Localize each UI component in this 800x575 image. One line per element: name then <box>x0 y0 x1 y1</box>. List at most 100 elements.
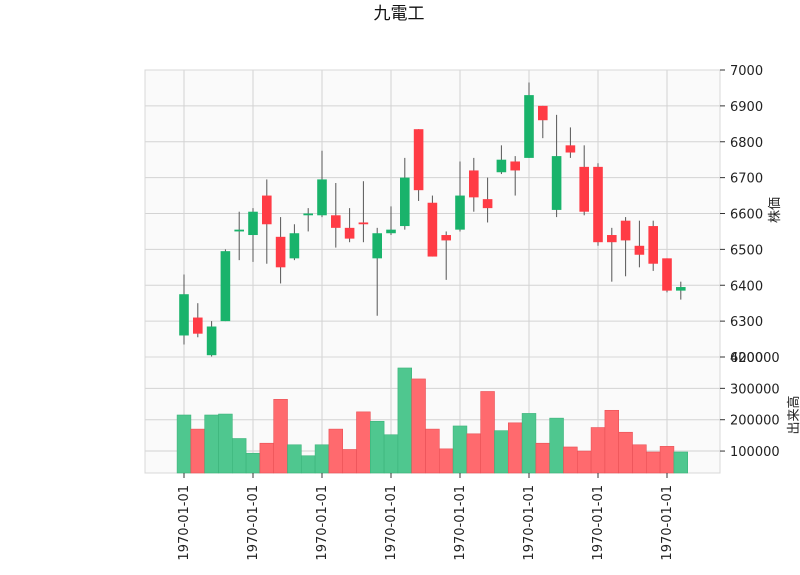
candle-down <box>441 235 451 241</box>
volume-axis: 100000 200000 300000 400000 <box>720 351 780 460</box>
volume-bar <box>645 451 661 474</box>
price-tick-label: 6400 <box>730 279 763 294</box>
volume-bar <box>466 433 481 474</box>
volume-bar <box>425 428 440 474</box>
candle-down <box>510 161 520 171</box>
volume-bar <box>287 444 302 474</box>
volume-bar <box>218 413 233 474</box>
volume-tick-label: 400000 <box>730 351 780 366</box>
candle-up <box>289 233 300 259</box>
candle-up <box>234 229 244 232</box>
candle-down <box>593 166 603 243</box>
price-tick-label: 6200 <box>730 351 763 366</box>
volume-bar <box>494 430 509 474</box>
candle-down <box>579 166 589 212</box>
volume-bar <box>438 448 454 474</box>
volume-bars <box>176 367 689 474</box>
volume-bar <box>259 442 274 474</box>
volume-bar <box>563 446 578 474</box>
candle-down <box>275 236 286 268</box>
x-tick-label: 1970-01-01 <box>246 485 261 561</box>
volume-bar <box>507 422 523 474</box>
candle-down <box>344 227 355 239</box>
candle-up <box>179 294 189 336</box>
volume-bar <box>356 411 371 474</box>
candle-down <box>565 145 576 153</box>
candle-up <box>248 211 258 236</box>
volume-bar <box>383 434 399 474</box>
volume-bar <box>576 450 592 474</box>
price-tick-label: 6900 <box>730 100 763 115</box>
candle-up <box>386 229 396 234</box>
price-axis-label: 株価 <box>768 197 783 223</box>
candle-down <box>331 215 341 228</box>
volume-bar <box>590 427 606 474</box>
candle-up <box>206 326 217 356</box>
volume-bar <box>480 391 495 474</box>
x-tick-label: 1970-01-01 <box>522 485 537 561</box>
chart-title: 九電工 <box>374 4 425 24</box>
volume-bar <box>521 413 537 474</box>
candle-down <box>607 235 617 243</box>
candle-up <box>496 159 507 173</box>
volume-bar <box>369 420 385 474</box>
candle-down <box>358 222 369 225</box>
volume-bar <box>397 367 412 474</box>
price-tick-label: 6800 <box>730 136 763 151</box>
price-tick-label: 6700 <box>730 172 763 187</box>
candle-up <box>455 195 465 230</box>
candle-up <box>372 233 382 259</box>
volume-bar <box>328 428 343 474</box>
x-tick-label: 1970-01-01 <box>177 485 192 561</box>
candle-down <box>620 220 631 241</box>
volume-tick-label: 100000 <box>730 445 780 460</box>
candle-down <box>193 317 203 334</box>
volume-axis-label: 出来高 <box>786 395 800 434</box>
x-tick-label: 1970-01-01 <box>453 485 468 561</box>
candle-up <box>524 95 534 158</box>
x-tick-label: 1970-01-01 <box>315 485 330 561</box>
price-candles <box>179 82 686 359</box>
volume-bar <box>535 442 551 474</box>
price-axis: 6200 6300 6400 6500 6600 6700 6800 6900 7000 <box>720 64 763 366</box>
volume-bar <box>659 446 675 474</box>
volume-bar <box>673 451 689 474</box>
x-tick-label: 1970-01-01 <box>660 485 675 561</box>
volume-tick-label: 300000 <box>730 382 780 397</box>
volume-bar <box>411 378 426 474</box>
candle-down <box>469 170 479 198</box>
volume-bar <box>549 417 564 474</box>
x-tick-label: 1970-01-01 <box>591 485 606 561</box>
candle-down <box>482 199 493 209</box>
volume-bar <box>618 431 633 474</box>
volume-bar <box>314 444 330 474</box>
volume-bar <box>190 428 205 474</box>
volume-bar <box>342 449 357 474</box>
candle-up <box>676 287 686 291</box>
volume-tick-label: 200000 <box>730 414 780 429</box>
volume-bar <box>245 452 261 474</box>
candle-up <box>400 177 410 227</box>
candle-down <box>634 245 645 255</box>
volume-bar <box>273 399 288 474</box>
price-tick-label: 6500 <box>730 243 763 258</box>
candle-up <box>551 156 562 210</box>
candle-up <box>303 213 313 216</box>
candle-down <box>413 129 424 191</box>
candle-down <box>648 226 658 264</box>
x-axis: 1970-01-01 1970-01-01 1970-01-01 1970-01-01… <box>177 473 675 561</box>
candle-up <box>220 251 231 322</box>
candle-down <box>662 258 672 291</box>
candle-down <box>262 195 272 225</box>
candle-up <box>317 179 327 216</box>
price-tick-label: 7000 <box>730 64 763 79</box>
volume-bar <box>452 425 468 474</box>
volume-bar <box>232 438 247 474</box>
price-tick-label: 6600 <box>730 208 763 223</box>
x-tick-label: 1970-01-01 <box>384 485 399 561</box>
price-tick-label: 6300 <box>730 315 763 330</box>
volume-bar <box>604 409 620 474</box>
candle-down <box>538 105 548 121</box>
volume-bar <box>204 414 219 474</box>
